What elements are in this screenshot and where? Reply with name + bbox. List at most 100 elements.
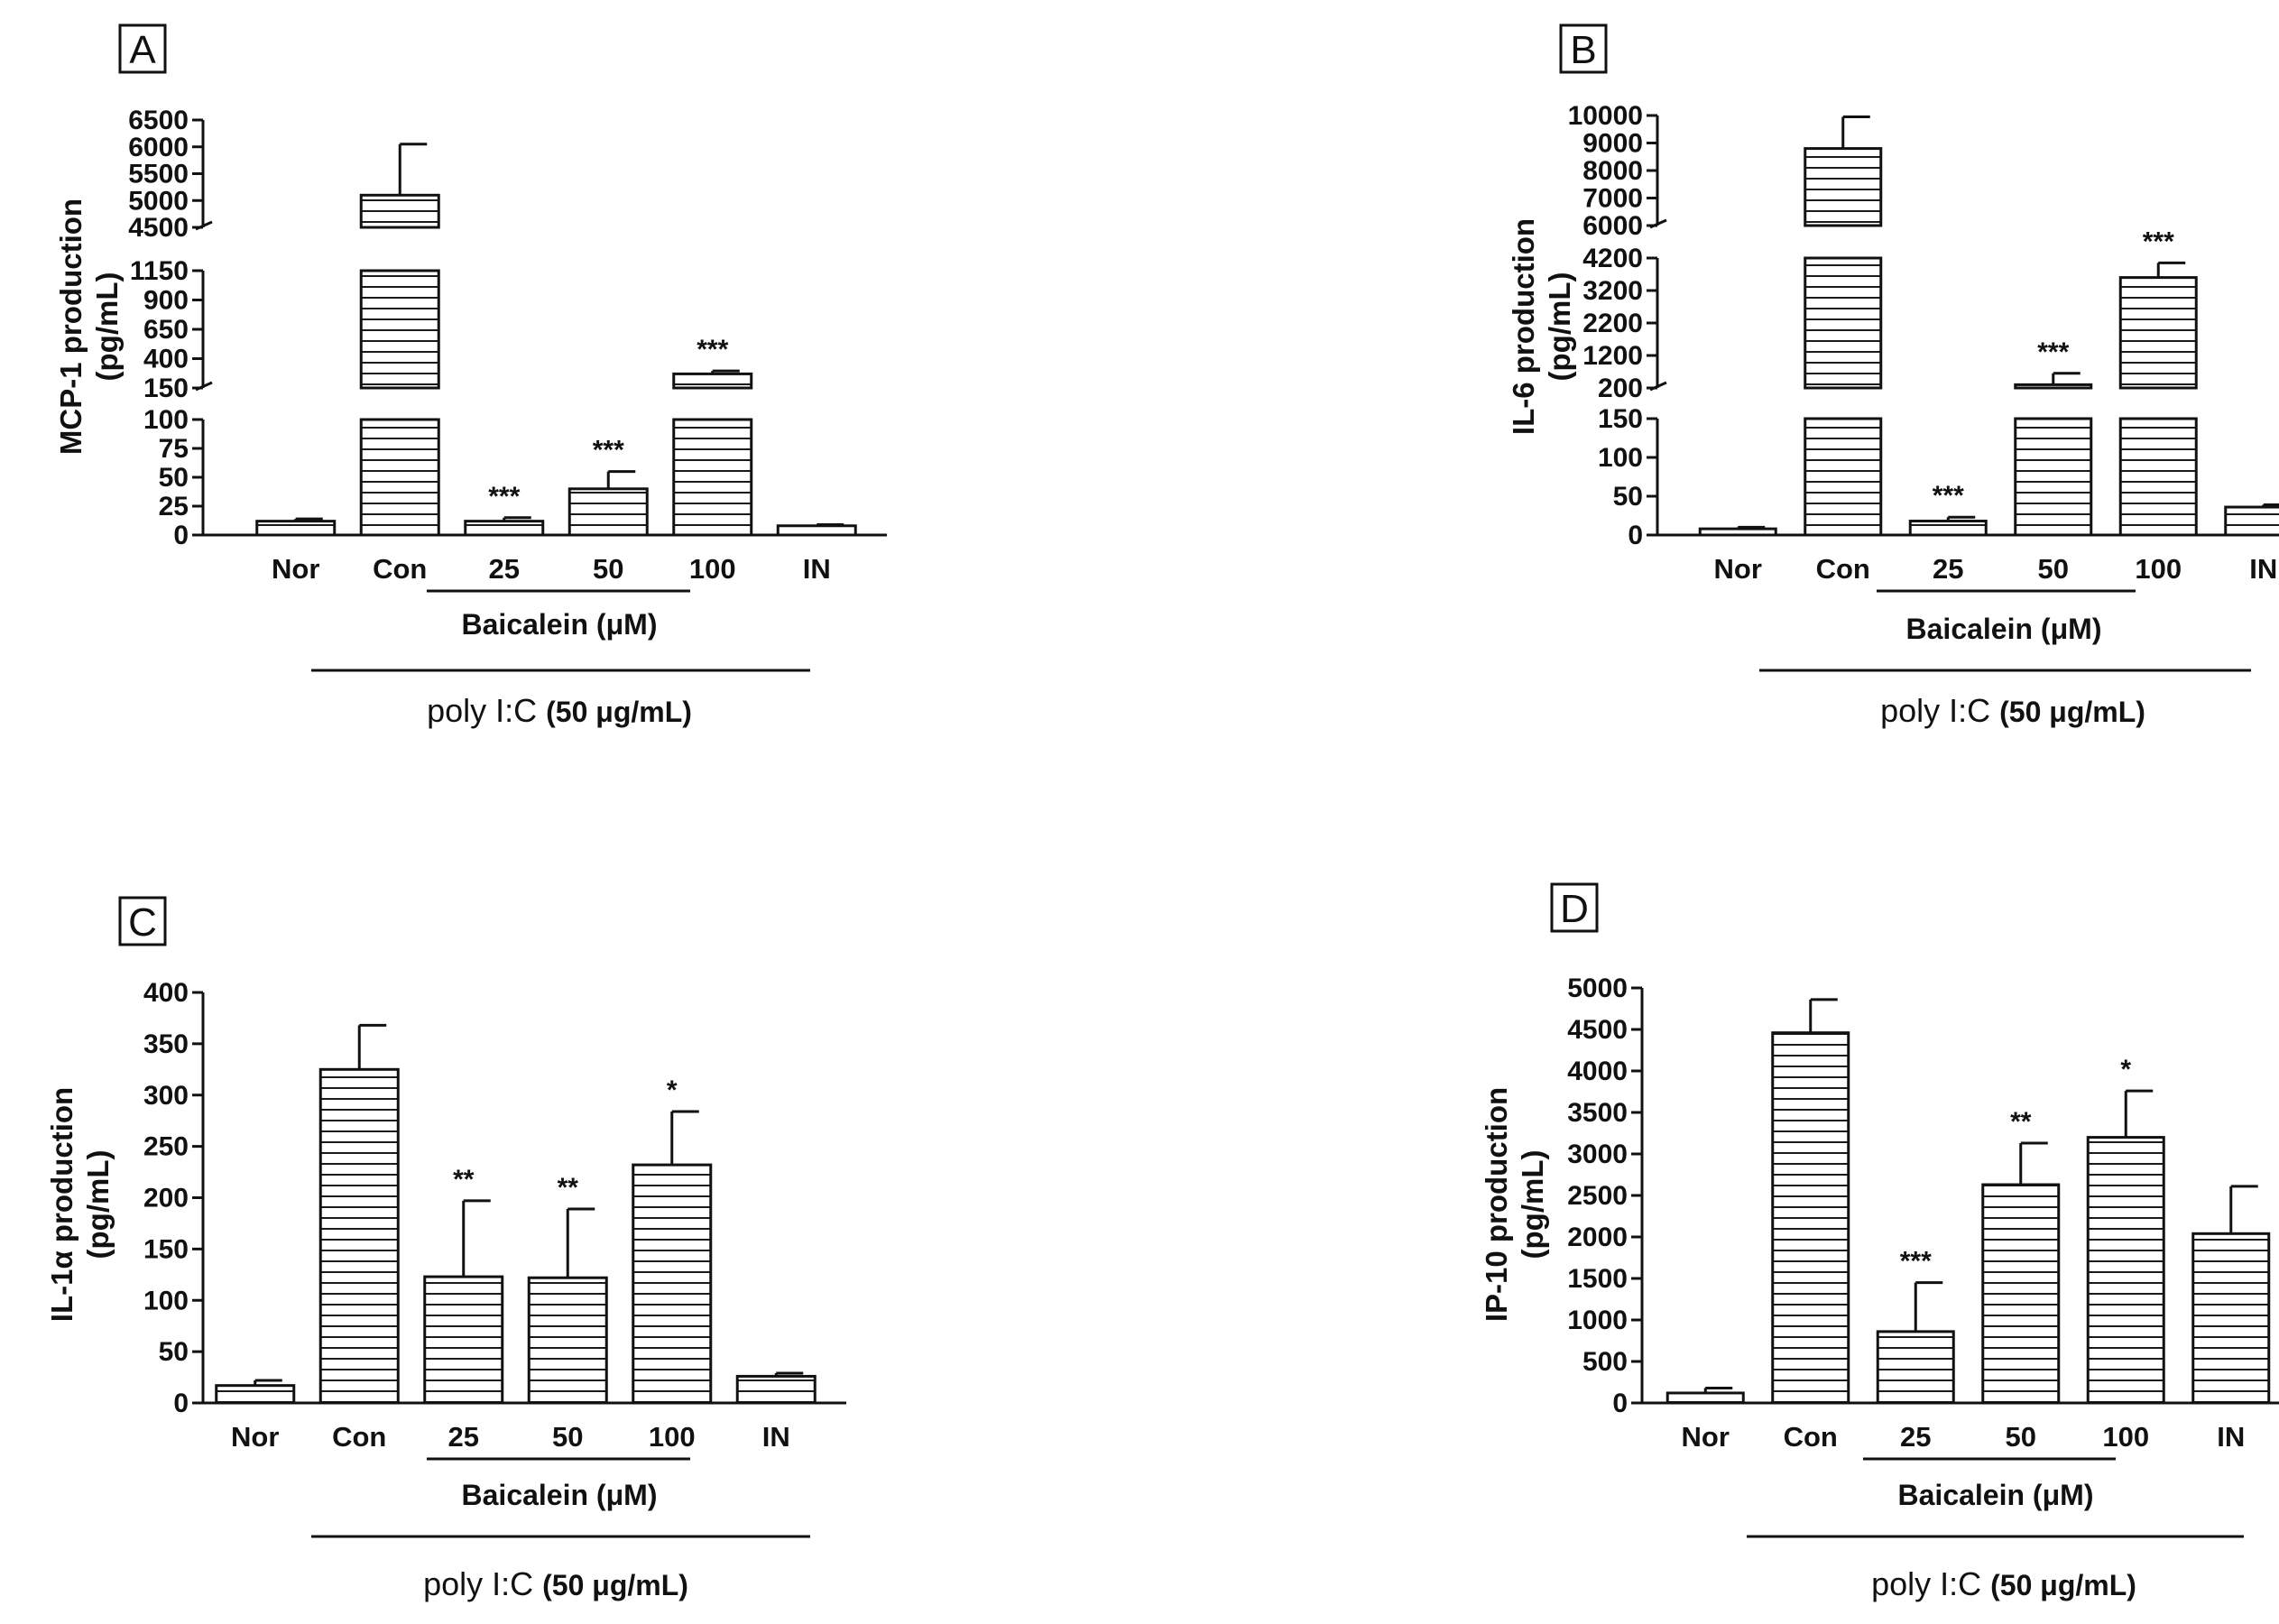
y-axis-label-line1: IP-10 production [1480,1087,1513,1322]
bar [672,372,753,390]
y-tick-label: 5000 [128,186,189,216]
x-tick-label: Con [332,1421,386,1453]
bar [672,418,753,537]
y-axis-label: IL-1α production(pg/mL) [45,1087,115,1322]
y-tick-label: 100 [143,405,189,435]
bar [464,520,545,537]
bar [527,1276,608,1405]
bar [2014,417,2093,537]
y-tick-label: 6000 [128,133,189,162]
significance-marker: ** [558,1173,579,1203]
panel-letter-frame [1550,882,1599,933]
bar [2118,276,2198,390]
bar [2118,417,2198,537]
y-tick-label: 2000 [1567,1223,1628,1252]
bar [776,524,857,537]
panel-letter-box: D [1550,882,1599,933]
y-tick-label: 650 [143,315,189,345]
x-tick-label: Con [373,553,427,585]
y-tick-label: 150 [143,1234,189,1264]
y-tick-label: 6000 [1582,211,1643,241]
x-tick-label: 25 [448,1421,479,1453]
significance-marker: ** [453,1165,475,1195]
y-tick-label: 1500 [1567,1264,1628,1294]
y-tick-label: 200 [143,1184,189,1213]
panel-letter-box: B [1559,23,1608,74]
y-tick-label: 4000 [1567,1057,1628,1086]
panel-letter-box: C [118,896,167,946]
panel-letter: A [129,28,156,72]
y-tick-label: 400 [143,978,189,1008]
x-tick-label: Nor [1714,553,1762,585]
bar [359,193,440,229]
panel-letter-box: A [118,23,167,74]
x-tick-label: IN [2217,1421,2245,1453]
y-tick-label: 300 [143,1081,189,1111]
y-tick-label: 1150 [130,256,189,286]
panel-letter-frame [118,23,167,74]
y-tick-label: 50 [159,1337,189,1367]
axis-break-mark [1649,381,1667,392]
treatment-concentration: (50 μg/mL) [546,696,692,728]
bar [2014,383,2093,390]
treatment-label: poly I:C (50 μg/mL) [423,1565,688,1602]
y-tick-label: 2500 [1567,1181,1628,1211]
bar [423,1275,504,1405]
bar [1804,256,1883,390]
y-tick-label: 1200 [1582,341,1643,371]
y-tick-label: 50 [1613,482,1643,512]
y-axis-label: IL-6 production(pg/mL) [1507,218,1576,435]
group-label: Baicalein (μM) [1898,1479,2094,1511]
significance-marker: *** [1933,481,1964,511]
y-axis-label-line1: MCP-1 production [54,198,88,455]
y-tick-label: 4500 [1567,1015,1628,1045]
y-tick-label: 250 [143,1132,189,1162]
y-tick-label: 4200 [1582,244,1643,273]
y-tick-label: 5500 [128,160,189,189]
bar [255,520,337,537]
panel-c: C 0 50 100 150 200 250 300 350 400 IL-1α productio… [45,896,846,1602]
bar [567,487,649,537]
bar [2191,1232,2271,1405]
x-tick-label: 50 [2038,553,2069,585]
panel-letter: C [128,900,157,945]
bar [1771,1031,1850,1405]
axis-break-mark [195,220,213,231]
y-axis-label-line1: IL-6 production [1507,218,1540,435]
treatment-label: poly I:C (50 μg/mL) [1880,692,2145,729]
y-tick-label: 100 [143,1286,189,1315]
y-tick-label: 0 [173,521,189,550]
x-tick-label: Con [1784,1421,1838,1453]
y-tick-label: 100 [1598,443,1643,473]
y-tick-label: 3000 [1567,1140,1628,1169]
x-tick-label: 25 [489,553,520,585]
y-tick-label: 6500 [128,106,189,135]
bar [1665,1391,1745,1405]
y-tick-label: 25 [159,492,189,521]
panel-letter-frame [1559,23,1608,74]
bar [1804,147,1883,227]
significance-marker: *** [593,436,624,466]
y-tick-label: 400 [143,345,189,374]
x-tick-label: 50 [593,553,623,585]
significance-marker: *** [488,482,520,512]
bar [1876,1330,1955,1405]
y-axis-label-line2: (pg/mL) [90,272,124,382]
y-tick-label: 0 [1628,521,1643,550]
y-tick-label: 200 [1598,374,1643,403]
x-tick-label: Nor [231,1421,279,1453]
significance-marker: *** [2037,337,2069,367]
bar [215,1384,296,1405]
significance-marker: ** [2010,1107,2032,1137]
significance-marker: * [2120,1055,2131,1084]
group-label: Baicalein (μM) [1906,613,2102,645]
bar [632,1163,713,1405]
y-tick-label: 500 [1582,1347,1628,1377]
x-tick-label: 50 [552,1421,583,1453]
panel-d: D 0 500 1000 1500 2000 2500 3000 3500 4000 4500 500… [1480,882,2279,1602]
y-tick-label: 900 [143,286,189,316]
y-tick-label: 10000 [1568,101,1643,131]
y-tick-label: 3200 [1582,276,1643,306]
y-tick-label: 350 [143,1029,189,1059]
